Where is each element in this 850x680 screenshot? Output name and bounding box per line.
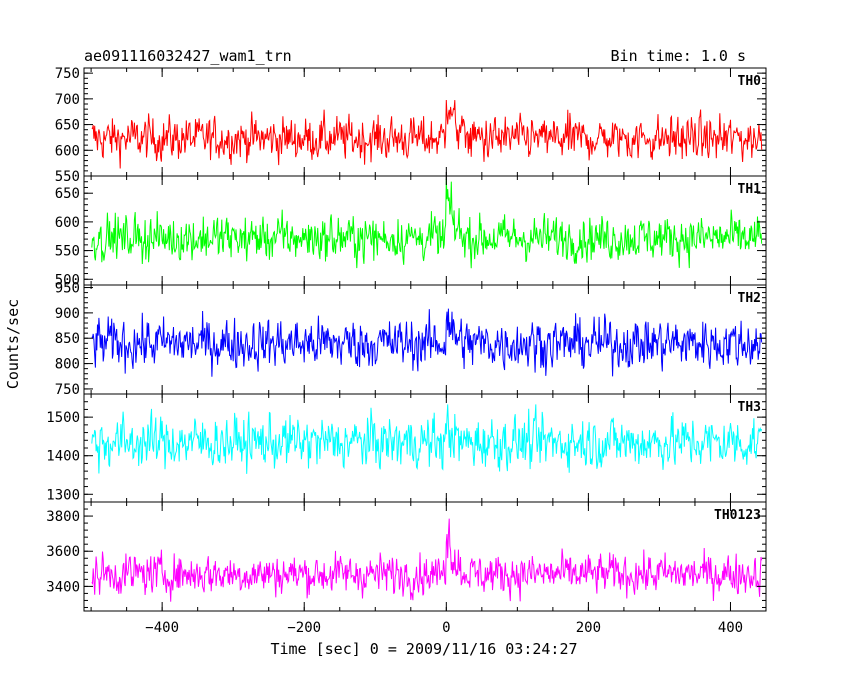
y-tick-label: 850: [55, 331, 80, 347]
panel-th0123: 3400 3600 3800 TH0123: [46, 501, 767, 612]
y-tick-label: 600: [55, 215, 80, 231]
series-th2: [91, 308, 763, 377]
x-tick-label: 200: [576, 620, 601, 636]
y-tick-label: 600: [55, 143, 80, 159]
bin-time-label: Bin time: 1.0 s: [611, 47, 746, 65]
panel-label: TH0123: [714, 508, 761, 523]
panel-th0: 550 600 650 700 750 TH0: [55, 66, 767, 185]
series-th3: [91, 404, 763, 474]
y-tick-label: 500: [55, 272, 80, 288]
y-tick-label: 3800: [46, 509, 80, 525]
x-tick-label: 0: [442, 620, 450, 636]
panel-th3: 1300 1400 1500 TH3: [46, 393, 767, 503]
panel-label: TH2: [738, 291, 761, 306]
x-axis-label: Time [sec] 0 = 2009/11/16 03:24:27: [270, 640, 577, 658]
x-tick-label: −200: [287, 620, 321, 636]
y-tick-label: 650: [55, 186, 80, 202]
y-tick-label: 550: [55, 169, 80, 185]
panels-group: 550 600 650 700 750 TH0 500 550 600 650 TH1 750 800 8…: [46, 66, 767, 612]
y-tick-label: 950: [55, 281, 80, 297]
panel-frame: [83, 501, 767, 612]
panel-th2: 750 800 850 900 950 TH2: [55, 281, 767, 398]
y-tick-label: 3600: [46, 544, 80, 560]
y-tick-label: 1400: [46, 449, 80, 465]
y-tick-label: 800: [55, 357, 80, 373]
series-th0123: [91, 518, 763, 602]
chart-title: ae091116032427_wam1_trn: [84, 47, 292, 65]
panel-label: TH0: [738, 74, 762, 89]
y-tick-label: 900: [55, 306, 80, 322]
x-tick-label: −400: [145, 620, 179, 636]
y-tick-label: 550: [55, 244, 80, 260]
panel-label: TH1: [738, 182, 762, 197]
y-tick-label: 1500: [46, 410, 80, 426]
y-tick-label: 1300: [46, 487, 80, 503]
y-tick-label: 750: [55, 66, 80, 82]
y-axis-label: Counts/sec: [4, 299, 22, 389]
series-th0: [91, 99, 763, 169]
series-th1: [91, 178, 763, 269]
y-tick-label: 700: [55, 92, 80, 108]
y-tick-label: 3400: [46, 579, 80, 595]
panel-label: TH3: [738, 400, 761, 415]
y-tick-label: 750: [55, 382, 80, 398]
x-axis: −400 −200 0 200 400: [145, 620, 743, 636]
x-tick-label: 400: [718, 620, 743, 636]
panel-th1: 500 550 600 650 TH1: [55, 175, 767, 288]
y-tick-label: 650: [55, 118, 80, 134]
